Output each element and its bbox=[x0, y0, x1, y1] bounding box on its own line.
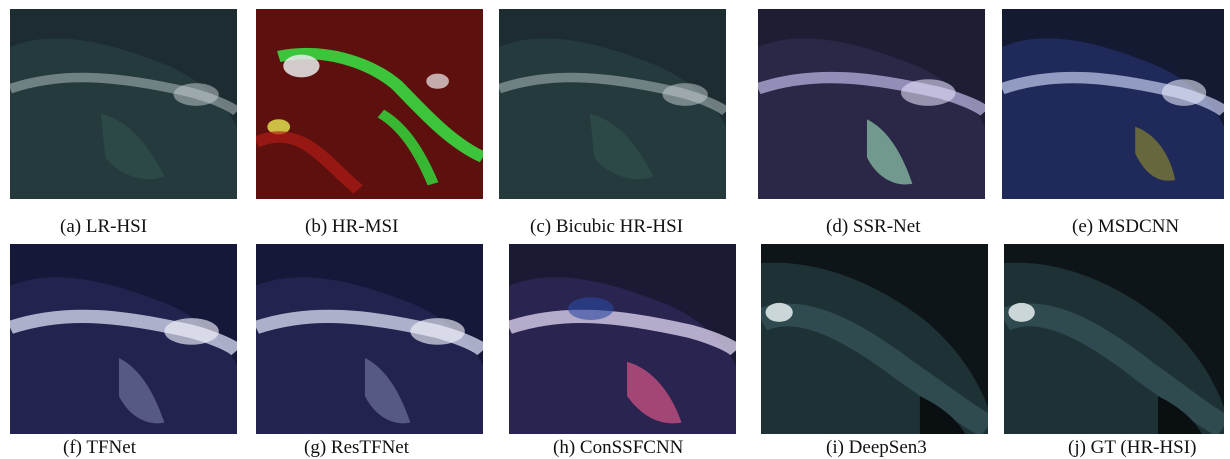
caption-e: (e) MSDCNN bbox=[1072, 216, 1180, 237]
panel-image-f bbox=[10, 244, 237, 434]
caption-f: (f) TFNet bbox=[63, 437, 136, 458]
caption-h: (h) ConSSFCNN bbox=[553, 437, 684, 458]
satellite-image-f bbox=[10, 244, 237, 434]
satellite-image-g bbox=[256, 244, 483, 434]
panel-image-j bbox=[1004, 244, 1224, 434]
satellite-image-j bbox=[1004, 244, 1224, 434]
satellite-image-a bbox=[10, 9, 237, 199]
satellite-image-b bbox=[256, 9, 483, 199]
caption-d: (d) SSR-Net bbox=[826, 216, 921, 237]
satellite-image-c bbox=[499, 9, 726, 199]
satellite-image-i bbox=[761, 244, 988, 434]
satellite-image-d bbox=[758, 9, 985, 199]
caption-c: (c) Bicubic HR-HSI bbox=[530, 216, 684, 237]
panel-image-g bbox=[256, 244, 483, 434]
satellite-image-h bbox=[509, 244, 736, 434]
panel-image-c bbox=[499, 9, 726, 199]
caption-i: (i) DeepSen3 bbox=[826, 437, 927, 458]
panel-image-e bbox=[1002, 9, 1224, 199]
panel-image-i bbox=[761, 244, 988, 434]
caption-b: (b) HR-MSI bbox=[305, 216, 399, 237]
panel-image-d bbox=[758, 9, 985, 199]
caption-a: (a) LR-HSI bbox=[60, 216, 148, 237]
panel-image-b bbox=[256, 9, 483, 199]
panel-image-a bbox=[10, 9, 237, 199]
caption-j: (j) GT (HR-HSI) bbox=[1068, 437, 1197, 458]
panel-image-h bbox=[509, 244, 736, 434]
caption-g: (g) ResTFNet bbox=[304, 437, 410, 458]
satellite-image-e bbox=[1002, 9, 1224, 199]
